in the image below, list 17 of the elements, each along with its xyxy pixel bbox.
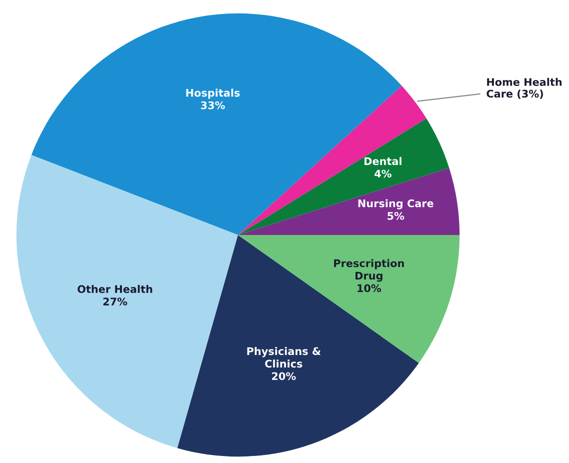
data-label: 4%: [374, 170, 392, 178]
slice-label: Physicians & Clinics: [247, 347, 321, 368]
pie-slice: [177, 235, 419, 457]
slice-label: Dental: [364, 157, 402, 166]
slice-label: Nursing Care: [358, 199, 434, 210]
slice-label: Other Health: [78, 284, 152, 294]
data-label: 27%: [103, 298, 128, 306]
data-label: 33%: [200, 101, 225, 110]
slice-label: Hospitals: [186, 88, 240, 99]
data-label: 10%: [358, 284, 382, 292]
data-label: 5%: [388, 212, 404, 220]
slice-label: Prescription Drug: [334, 259, 404, 282]
data-label: 20%: [272, 372, 296, 380]
pie-slice: [238, 168, 460, 235]
pie-slice: [238, 118, 450, 235]
slice-label: Home Health Care (3%): [486, 78, 562, 99]
pie-slice: [16, 154, 238, 448]
